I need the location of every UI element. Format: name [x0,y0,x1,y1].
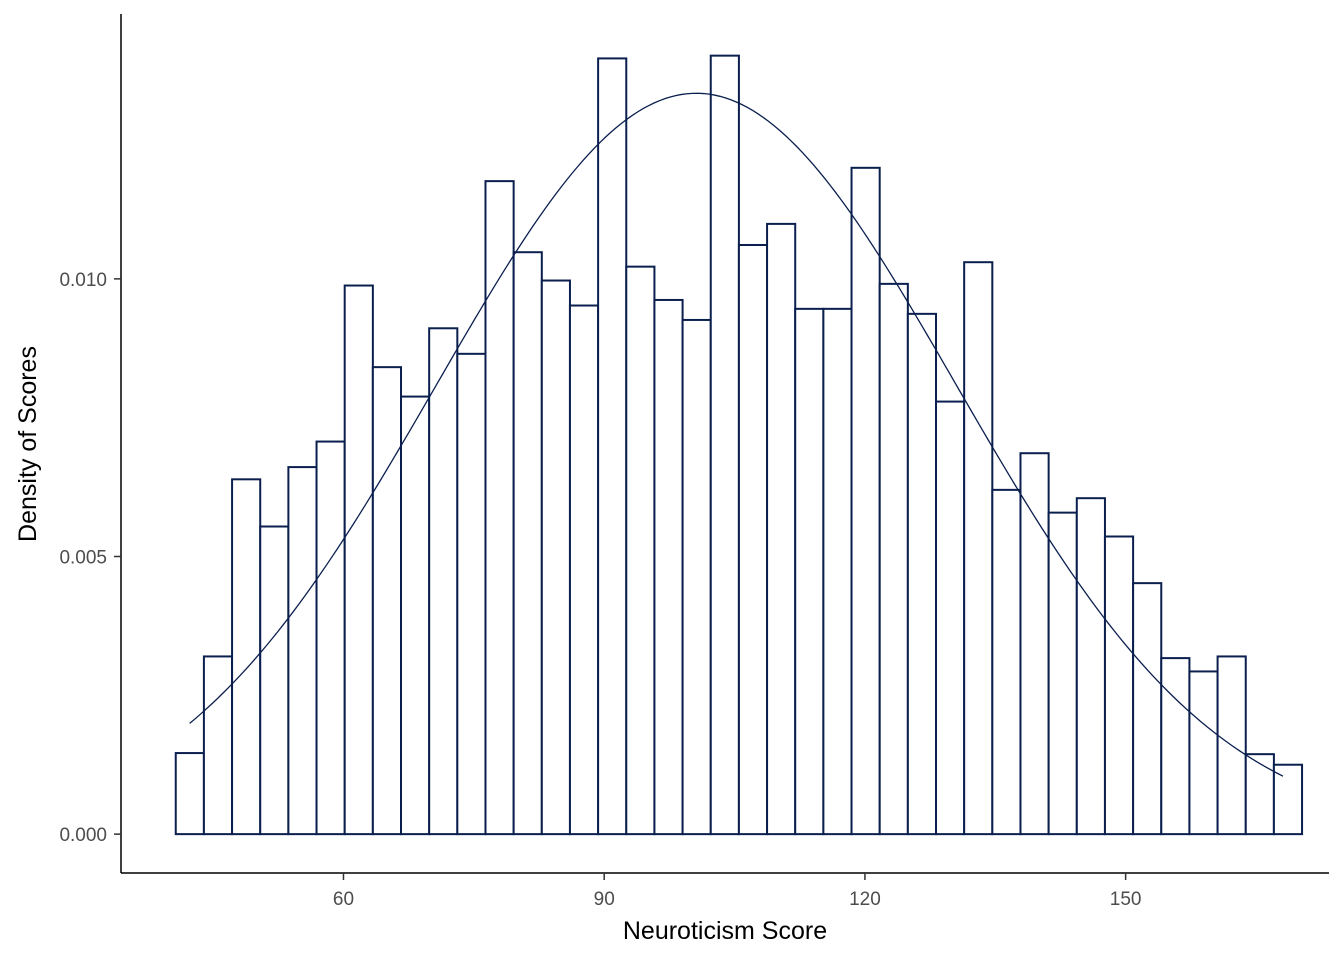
histogram-bar [963,261,994,836]
histogram-bar [597,57,628,836]
plot-area [174,54,1304,836]
histogram-bar [231,478,262,836]
histogram-bar [202,655,234,836]
x-tick-label: 60 [333,889,354,910]
histogram-bars [174,54,1304,836]
histogram-bar [1019,452,1050,836]
x-tick-label: 150 [1110,889,1142,910]
histogram-bar [991,488,1022,836]
y-tick-label: 0.000 [59,825,107,846]
x-tick-label: 90 [594,889,615,910]
histogram-bar [174,752,205,836]
histogram-bar [1272,763,1304,836]
histogram-bar [653,298,684,836]
histogram-bar [737,243,769,836]
histogram-bar [315,440,346,836]
histogram-bar [625,265,656,836]
histogram-bar [456,352,487,836]
histogram-bar [343,284,374,836]
y-axis-ticks: 0.000 0.005 0.010 [59,270,121,846]
density-curve [189,92,1284,777]
histogram-bar [428,327,459,836]
histogram-bar [794,307,825,836]
histogram-bar [1160,657,1191,836]
y-axis-title: Density of Scores [14,346,42,542]
histogram-bar [1244,753,1275,836]
histogram-bar [1047,511,1078,836]
x-axis-ticks: 60 90 120 150 [333,873,1142,910]
histogram-bar [568,304,600,836]
histogram-bar [1075,497,1106,836]
histogram-bar [400,395,431,836]
histogram-bar [681,318,712,836]
y-tick-label: 0.010 [59,270,107,291]
histogram-bar [259,525,290,836]
histogram-bar [540,279,571,836]
histogram-bar [512,251,543,836]
histogram-bar [1132,582,1163,836]
histogram-bar [766,222,797,836]
histogram-bar [878,282,909,836]
histogram-bar [850,166,881,836]
histogram-bar [1188,670,1219,836]
histogram-bar [287,466,318,836]
histogram-bar [709,54,740,836]
x-axis-title: Neuroticism Score [623,917,827,945]
histogram-bar [822,307,853,836]
histogram-bar [935,400,966,836]
histogram-bar [1103,535,1135,836]
histogram-bar [371,366,403,836]
x-tick-label: 120 [849,889,881,910]
y-tick-label: 0.005 [59,547,107,568]
histogram-bar [906,312,938,836]
histogram-bar [484,180,515,836]
